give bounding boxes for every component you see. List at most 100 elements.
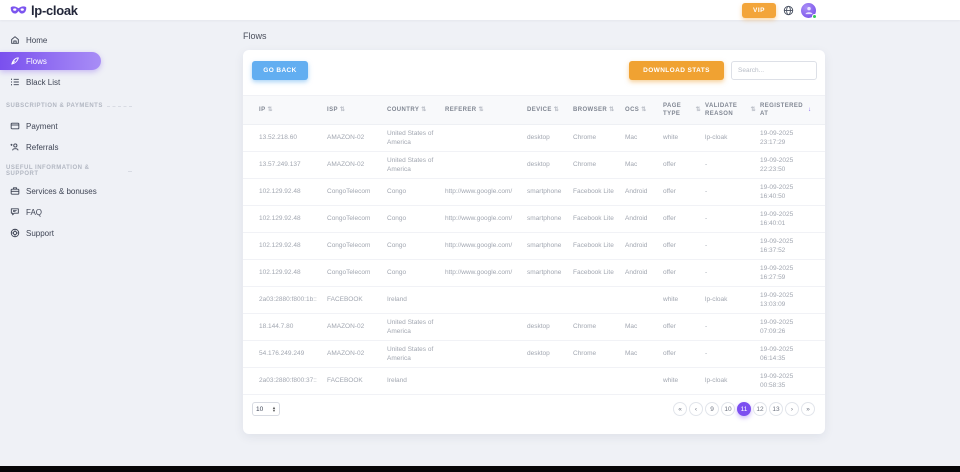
sidebar-item-support[interactable]: Support (0, 224, 101, 242)
table-row[interactable]: 102.129.92.48 CongoTelecom Congo http://… (243, 233, 825, 260)
cell-registered-at: 19-09-2025 16:37:52 (760, 237, 825, 256)
table-row[interactable]: 2a03:2880:f800:1b:: FACEBOOK Ireland whi… (243, 287, 825, 314)
sort-icon[interactable] (609, 106, 614, 114)
registered-time: 13:03:09 (760, 301, 786, 308)
registered-time: 16:37:52 (760, 247, 786, 254)
cell-page-type: offer (663, 350, 676, 358)
user-avatar[interactable] (801, 2, 817, 19)
sidebar-item-home[interactable]: Home (0, 31, 101, 49)
topbar-actions: VIP (742, 2, 817, 19)
page-button[interactable]: 12 (753, 402, 767, 416)
column-header-label: PAGE TYPE (663, 102, 682, 117)
sidebar-item-black-list[interactable]: Black List (0, 73, 101, 91)
topbar: lp-cloak VIP (0, 0, 960, 20)
column-header[interactable]: DEVICE (527, 106, 573, 114)
cell-ocs: Android (625, 269, 648, 277)
table-row[interactable]: 2a03:2880:f800:37:: FACEBOOK Ireland whi… (243, 368, 825, 395)
cell-isp: FACEBOOK (327, 296, 363, 304)
sort-icon[interactable] (751, 106, 756, 114)
column-header[interactable]: REFERER (445, 106, 527, 114)
cell-registered-at: 19-09-2025 06:14:35 (760, 345, 825, 364)
sidebar-item-services-bonuses[interactable]: Services & bonuses (0, 182, 101, 200)
column-header[interactable]: REGISTERED AT (760, 102, 825, 118)
column-header[interactable]: BROWSER (573, 106, 625, 114)
registered-date: 19-09-2025 (760, 237, 794, 245)
cell-registered-at: 19-09-2025 07:09:26 (760, 318, 825, 337)
column-header[interactable]: IP (259, 106, 327, 114)
sidebar-item-faq[interactable]: FAQ (0, 203, 101, 221)
sort-icon[interactable] (267, 106, 272, 114)
page-button[interactable]: 9 (705, 402, 719, 416)
registered-date: 19-09-2025 (760, 183, 794, 191)
registered-time: 16:40:50 (760, 193, 786, 200)
table-footer: 10 ▲ ▼ « ‹ 9 10 11 12 13 › » (243, 395, 825, 416)
page-size-select[interactable]: 10 ▲ ▼ (252, 402, 280, 416)
sidebar-item-payment[interactable]: Payment (0, 117, 101, 135)
page-button[interactable]: 13 (769, 402, 783, 416)
registered-date: 19-09-2025 (760, 156, 794, 164)
cell-validate-reason: lp-cloak (705, 134, 728, 142)
sidebar-item-label: Payment (26, 121, 58, 131)
cell-country: Ireland (387, 296, 407, 304)
cell-referer: http://www.google.com/ (445, 269, 513, 277)
table-row[interactable]: 13.52.218.60 AMAZON-02 United States of … (243, 125, 825, 152)
vip-button[interactable]: VIP (742, 2, 776, 18)
cell-country: Congo (387, 242, 407, 250)
page-button[interactable]: › (785, 402, 799, 416)
blacklist-icon (11, 78, 19, 86)
go-back-button[interactable]: GO BACK (252, 61, 308, 80)
table-row[interactable]: 102.129.92.48 CongoTelecom Congo http://… (243, 260, 825, 287)
sidebar-item-label: FAQ (26, 207, 43, 217)
cell-referer: http://www.google.com/ (445, 215, 513, 223)
page-button[interactable]: ‹ (689, 402, 703, 416)
sort-icon[interactable] (641, 106, 646, 114)
cell-ip: 2a03:2880:f800:37:: (259, 377, 317, 385)
cell-country: United States of America (387, 129, 434, 146)
sidebar: Home Flows Black List SUBSCRIPTION & PAY… (0, 20, 140, 245)
cell-country: Congo (387, 188, 407, 196)
sort-icon[interactable] (554, 106, 559, 114)
table-row[interactable]: 102.129.92.48 CongoTelecom Congo http://… (243, 206, 825, 233)
cell-page-type: offer (663, 323, 676, 331)
page-button[interactable]: » (801, 402, 815, 416)
cell-ocs: Android (625, 215, 648, 223)
sidebar-item-referrals[interactable]: Referrals (0, 138, 101, 156)
column-header-label: ISP (327, 106, 338, 113)
table-row[interactable]: 18.144.7.80 AMAZON-02 United States of A… (243, 314, 825, 341)
cell-ip: 102.129.92.48 (259, 215, 301, 223)
cell-ocs: Mac (625, 134, 638, 142)
registered-date: 19-09-2025 (760, 318, 794, 326)
cell-page-type: offer (663, 215, 676, 223)
cell-device: desktop (527, 134, 550, 142)
sort-icon[interactable] (478, 106, 483, 114)
sort-icon[interactable] (808, 106, 811, 114)
cell-device: smartphone (527, 188, 562, 196)
language-globe-icon[interactable] (783, 5, 794, 16)
sidebar-item-flows[interactable]: Flows (0, 52, 101, 70)
column-header[interactable]: ISP (327, 106, 387, 114)
table-row[interactable]: 54.176.249.249 AMAZON-02 United States o… (243, 341, 825, 368)
sort-icon[interactable] (421, 106, 426, 114)
cell-browser: Chrome (573, 323, 597, 331)
column-header-label: OCS (625, 106, 640, 113)
column-header[interactable]: PAGE TYPE (663, 102, 705, 118)
sort-icon[interactable] (340, 106, 345, 114)
sort-icon[interactable] (696, 106, 701, 114)
registered-time: 06:14:35 (760, 355, 786, 362)
search-input[interactable] (731, 61, 817, 80)
brand-logo[interactable]: lp-cloak (10, 3, 78, 18)
cell-ocs: Android (625, 242, 648, 250)
page-button[interactable]: 11 (737, 402, 751, 416)
table-row[interactable]: 102.129.92.48 CongoTelecom Congo http://… (243, 179, 825, 206)
column-header[interactable]: OCS (625, 106, 663, 114)
column-header-label: COUNTRY (387, 106, 420, 113)
download-stats-button[interactable]: DOWNLOAD STATS (629, 61, 724, 80)
cell-country: United States of America (387, 156, 434, 173)
page-button[interactable]: « (673, 402, 687, 416)
table-row[interactable]: 13.57.249.137 AMAZON-02 United States of… (243, 152, 825, 179)
column-header[interactable]: VALIDATE REASON (705, 102, 760, 118)
flows-icon (11, 57, 19, 65)
page-button[interactable]: 10 (721, 402, 735, 416)
column-header[interactable]: COUNTRY (387, 106, 445, 114)
sidebar-section-title: USEFUL INFORMATION & SUPPORT (0, 165, 132, 177)
